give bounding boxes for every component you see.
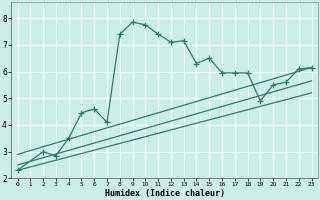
X-axis label: Humidex (Indice chaleur): Humidex (Indice chaleur) <box>105 189 225 198</box>
